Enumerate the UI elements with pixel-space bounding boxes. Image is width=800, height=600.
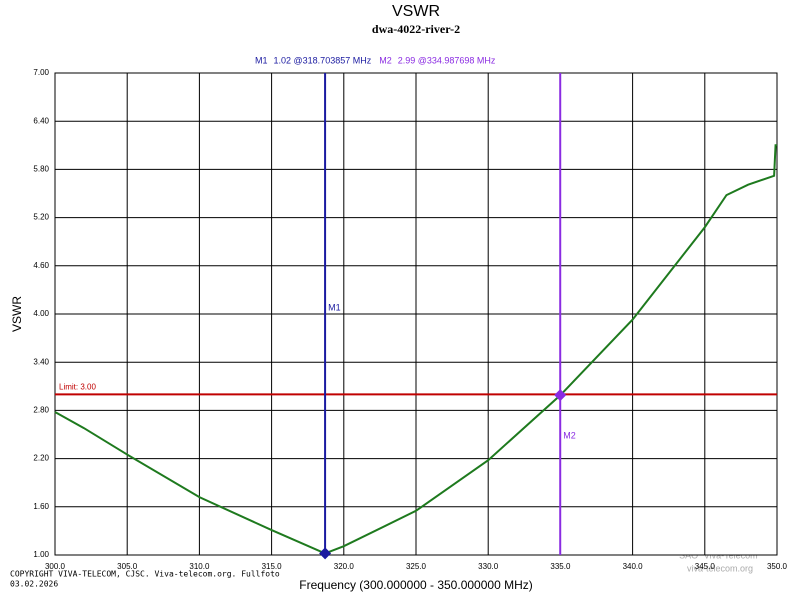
y-tick-label: 7.00 (33, 68, 49, 77)
copyright: COPYRIGHT VIVA-TELECOM, CJSC. Viva-telec… (10, 570, 280, 579)
y-tick-label: 4.60 (33, 261, 49, 270)
y-tick-label: 1.00 (33, 550, 49, 559)
x-tick-label: 315.0 (262, 562, 283, 571)
date: 03.02.2026 (10, 580, 58, 589)
x-tick-label: 300.0 (45, 562, 66, 571)
x-tick-label: 335.0 (550, 562, 571, 571)
marker-point (319, 547, 332, 560)
y-tick-label: 6.40 (33, 116, 49, 125)
x-tick-label: 325.0 (406, 562, 427, 571)
marker-readout: 2.99 @334.987698 MHz (398, 55, 496, 65)
y-tick-label: 5.20 (33, 213, 49, 222)
y-axis-label: VSWR (10, 296, 24, 332)
marker-label: M1 (328, 302, 341, 312)
y-tick-label: 3.40 (33, 357, 49, 366)
limit-label: Limit: 3.00 (59, 382, 96, 391)
x-tick-label: 350.0 (767, 562, 788, 571)
x-tick-label: 345.0 (695, 562, 716, 571)
y-tick-label: 2.20 (33, 454, 49, 463)
chart-subtitle: dwa-4022-river-2 (372, 22, 460, 36)
x-tick-label: 330.0 (478, 562, 499, 571)
marker-point (554, 389, 567, 402)
x-axis-label: Frequency (300.000000 - 350.000000 MHz) (299, 578, 532, 592)
marker-readout-name: M2 (379, 55, 392, 65)
x-tick-label: 310.0 (189, 562, 210, 571)
x-tick-label: 305.0 (117, 562, 138, 571)
y-tick-label: 1.60 (33, 502, 49, 511)
y-tick-label: 2.80 (33, 406, 49, 415)
marker-label: M2 (563, 430, 576, 440)
x-tick-label: 320.0 (334, 562, 355, 571)
marker-readout-name: M1 (255, 55, 268, 65)
chart-title: VSWR (392, 3, 440, 20)
marker-readout: 1.02 @318.703857 MHz (274, 55, 372, 65)
x-tick-label: 340.0 (623, 562, 644, 571)
y-tick-label: 4.00 (33, 309, 49, 318)
data-line (54, 144, 777, 555)
watermark: viva-telecom.org (687, 563, 753, 573)
y-tick-label: 5.80 (33, 165, 49, 174)
